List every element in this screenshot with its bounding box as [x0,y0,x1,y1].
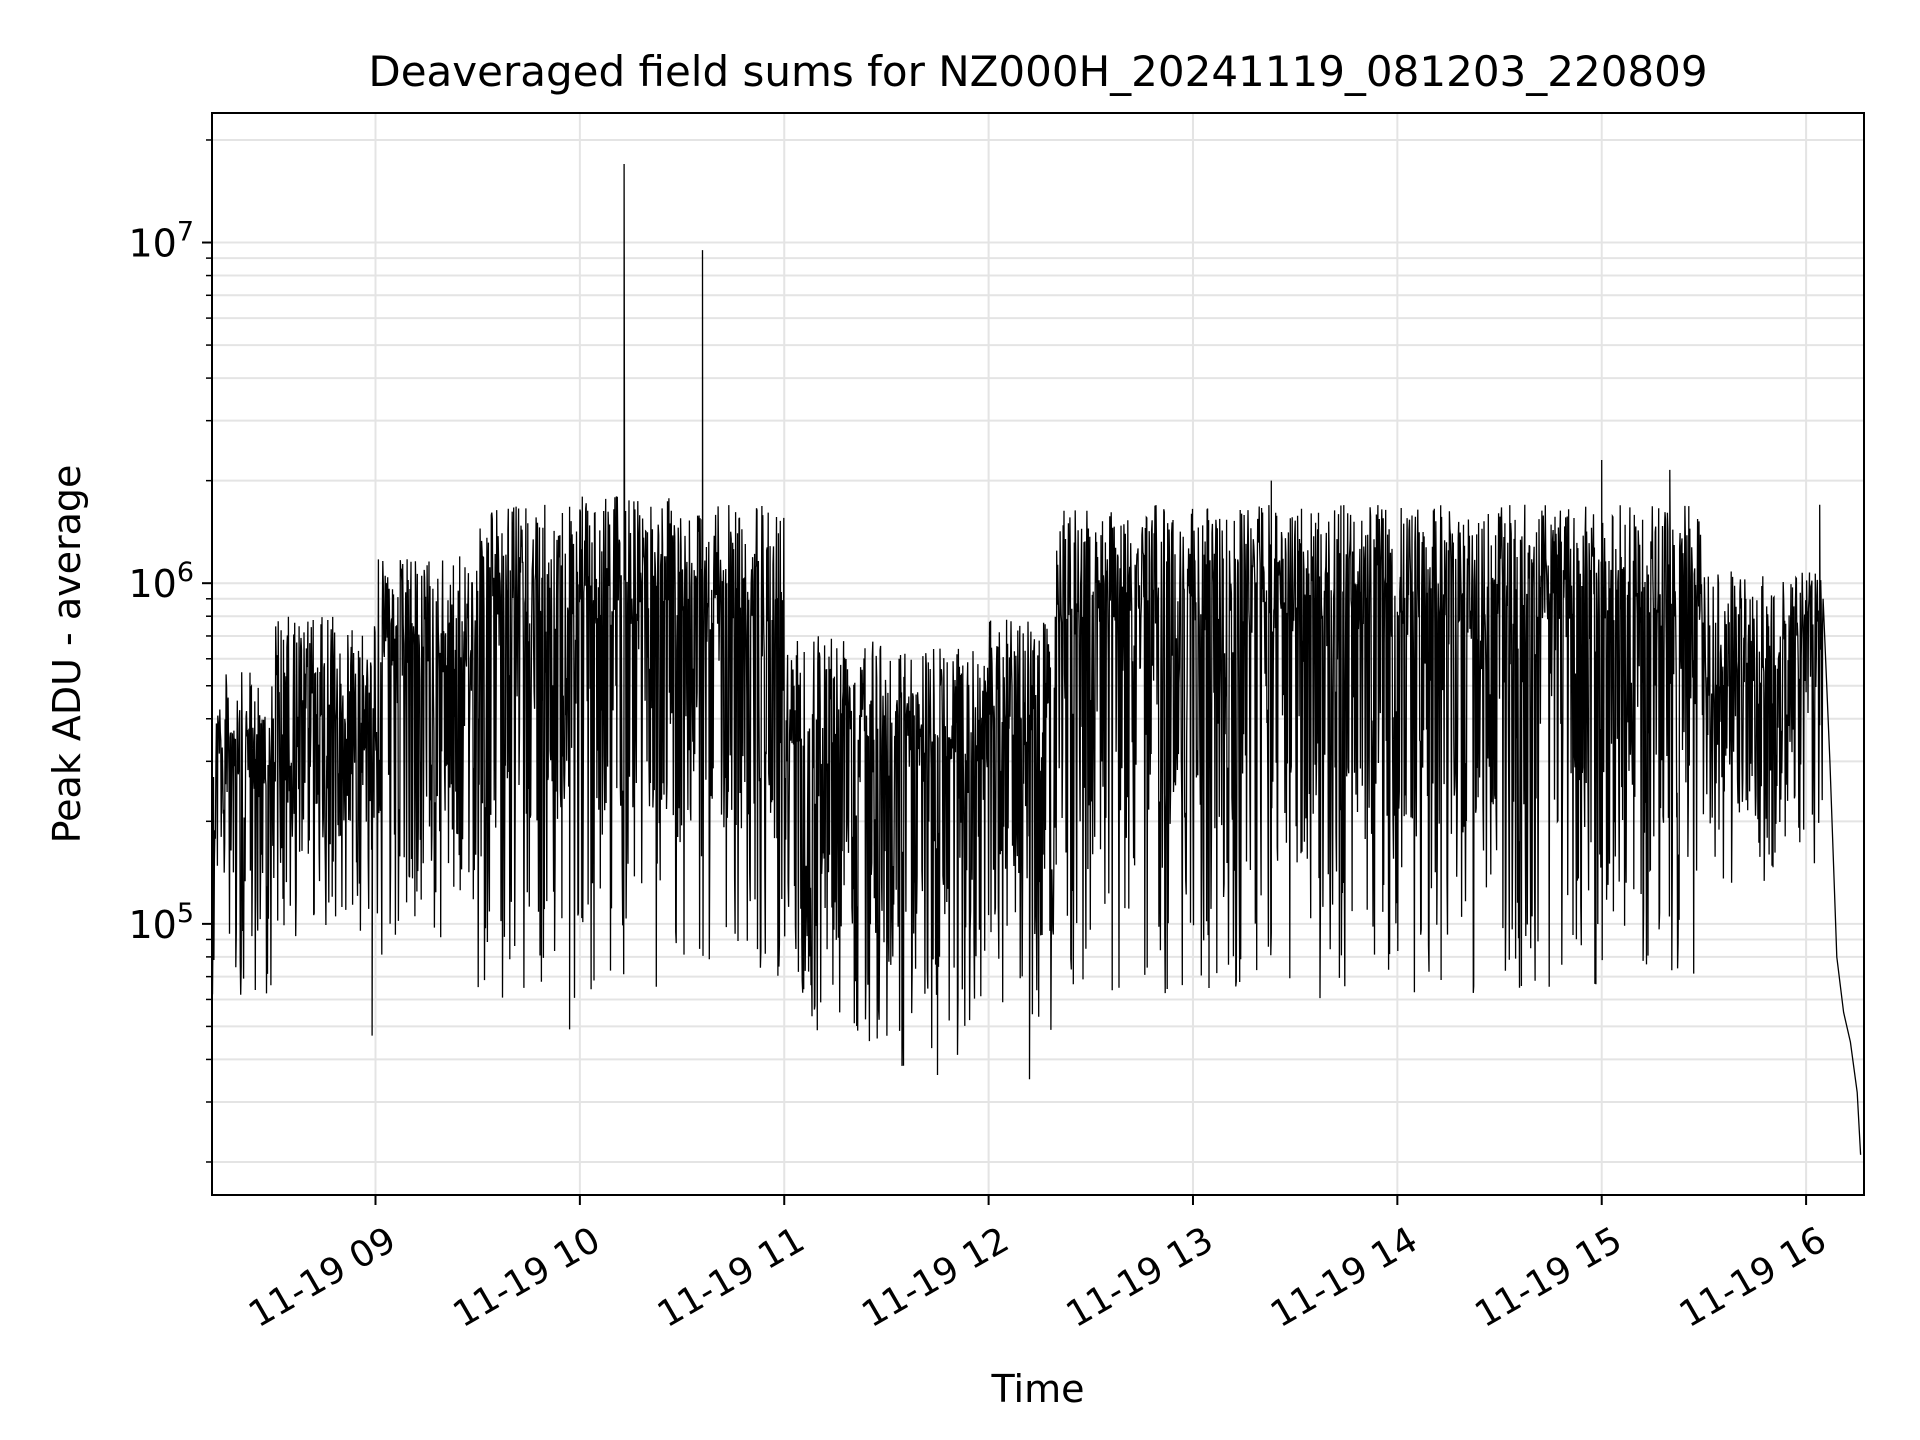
y-tick-label: 105 [128,898,194,947]
y-tick-base: 10 [128,903,176,947]
y-axis-label: Peak ADU - average [45,465,89,844]
y-tick-label: 107 [128,217,194,266]
y-tick-base: 10 [128,562,176,606]
y-tick-label: 106 [128,557,194,606]
chart-title: Deaveraged field sums for NZ000H_2024111… [368,47,1707,96]
y-tick-exponent: 6 [177,557,194,588]
x-axis-label: Time [991,1367,1085,1411]
y-tick-exponent: 7 [177,217,194,248]
y-tick-base: 10 [128,222,176,266]
y-tick-exponent: 5 [177,898,194,929]
series-line [212,163,1862,1155]
series-path [212,163,1862,1155]
plot-frame [211,112,1865,1196]
